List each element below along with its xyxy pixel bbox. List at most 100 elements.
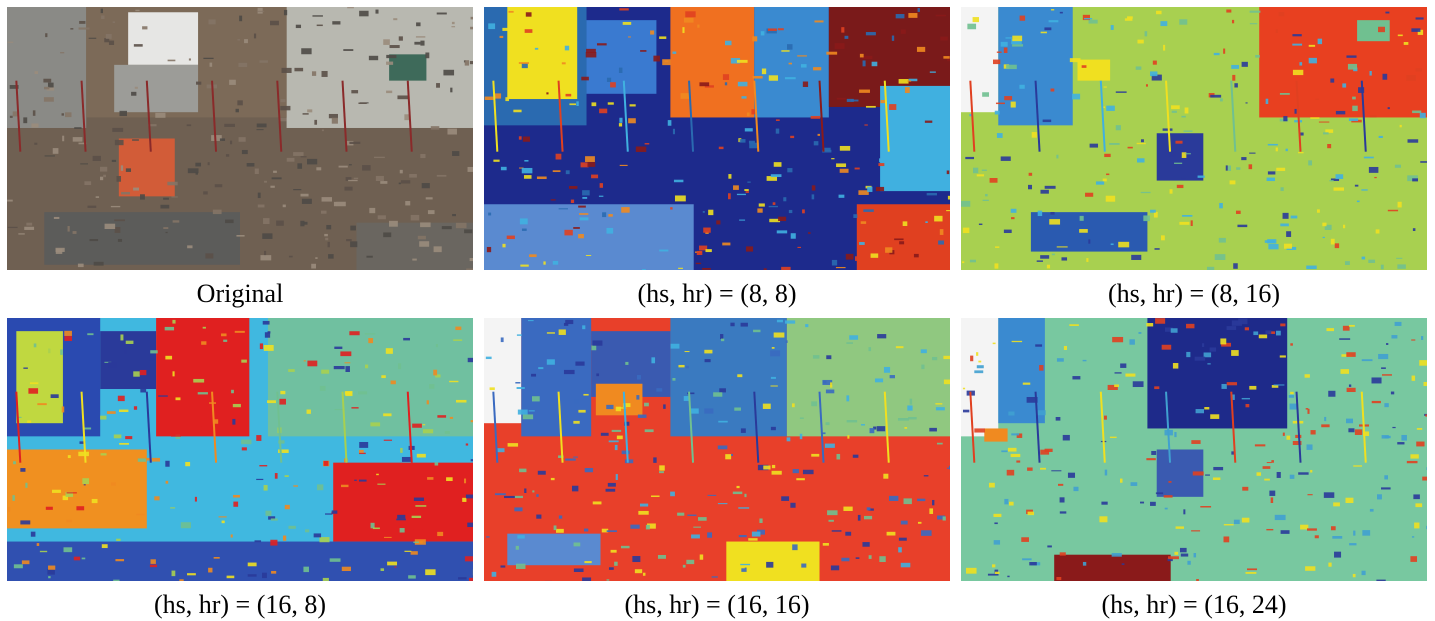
speckle — [1368, 260, 1375, 263]
speckle — [985, 194, 988, 196]
speckle — [1232, 320, 1242, 325]
speckle — [1120, 363, 1126, 367]
speckle — [82, 478, 89, 484]
speckle — [89, 38, 97, 39]
panel: Original — [7, 7, 479, 308]
speckle — [903, 221, 908, 226]
region — [389, 54, 426, 80]
speckle — [937, 443, 943, 445]
speckle — [1084, 18, 1092, 19]
speckle — [307, 409, 311, 413]
speckle — [741, 323, 748, 327]
speckle — [883, 474, 888, 479]
speckle — [934, 216, 942, 222]
speckle — [770, 350, 780, 356]
speckle — [488, 213, 491, 216]
panel: (hs, hr) = (8, 8) — [484, 7, 953, 308]
speckle — [455, 327, 461, 330]
speckle — [635, 569, 642, 573]
speckle — [1035, 344, 1042, 346]
speckle — [79, 21, 85, 24]
speckle — [628, 36, 631, 37]
speckle — [321, 370, 329, 374]
speckle — [215, 365, 225, 370]
speckle — [547, 359, 555, 364]
speckle — [219, 516, 227, 517]
speckle — [203, 58, 213, 59]
speckle — [1080, 216, 1084, 221]
speckle — [1371, 377, 1381, 383]
speckle — [1027, 467, 1033, 470]
speckle — [1163, 45, 1165, 51]
speckle — [1381, 487, 1391, 489]
speckle — [1318, 39, 1322, 44]
speckle — [502, 28, 510, 31]
speckle — [703, 211, 705, 213]
speckle — [645, 429, 654, 432]
speckle — [28, 388, 38, 394]
speckle — [885, 247, 892, 252]
speckle — [386, 55, 396, 58]
speckle — [208, 162, 210, 165]
speckle — [433, 370, 437, 376]
speckle — [642, 269, 646, 271]
speckle — [241, 360, 247, 363]
speckle — [332, 21, 340, 24]
speckle — [344, 187, 352, 191]
speckle — [302, 199, 312, 204]
speckle — [1137, 40, 1143, 44]
speckle — [719, 147, 724, 149]
speckle — [997, 52, 1002, 53]
speckle — [899, 79, 909, 84]
speckle — [513, 110, 521, 113]
speckle — [1372, 401, 1381, 403]
speckle — [431, 126, 439, 129]
speckle — [1049, 20, 1059, 22]
speckle — [163, 227, 168, 229]
speckle — [1385, 12, 1389, 14]
speckle — [1220, 338, 1226, 344]
speckle — [898, 418, 909, 421]
speckle — [1298, 472, 1308, 474]
speckle — [546, 92, 548, 94]
speckle — [606, 228, 613, 234]
speckle — [565, 46, 569, 51]
speckle — [1040, 468, 1046, 470]
speckle — [142, 26, 147, 29]
speckle — [982, 170, 987, 171]
speckle — [1319, 122, 1329, 123]
speckle — [1349, 118, 1358, 121]
speckle — [990, 178, 998, 183]
speckle — [419, 241, 429, 247]
speckle — [748, 538, 757, 540]
speckle — [904, 427, 907, 429]
panel: (hs, hr) = (8, 16) — [961, 7, 1427, 308]
speckle — [781, 496, 789, 501]
speckle — [670, 207, 672, 209]
speckle — [30, 382, 38, 384]
speckle — [1411, 339, 1415, 340]
speckle — [1056, 417, 1061, 421]
speckle — [155, 113, 165, 118]
speckle — [23, 117, 27, 123]
speckle — [112, 160, 116, 162]
speckle — [703, 228, 710, 233]
speckle — [283, 205, 286, 208]
speckle — [982, 92, 989, 97]
speckle — [1284, 244, 1292, 249]
speckle — [574, 399, 579, 405]
speckle — [1224, 524, 1234, 525]
speckle — [529, 254, 537, 257]
speckle — [267, 400, 276, 403]
speckle — [615, 445, 618, 450]
speckle — [1174, 432, 1176, 437]
speckle — [1082, 65, 1087, 68]
speckle — [231, 534, 233, 537]
speckle — [384, 537, 392, 538]
speckle — [362, 165, 371, 170]
speckle — [983, 200, 989, 201]
speckle — [869, 555, 872, 559]
speckle — [1237, 225, 1247, 227]
speckle — [198, 392, 208, 394]
speckle — [383, 232, 391, 237]
